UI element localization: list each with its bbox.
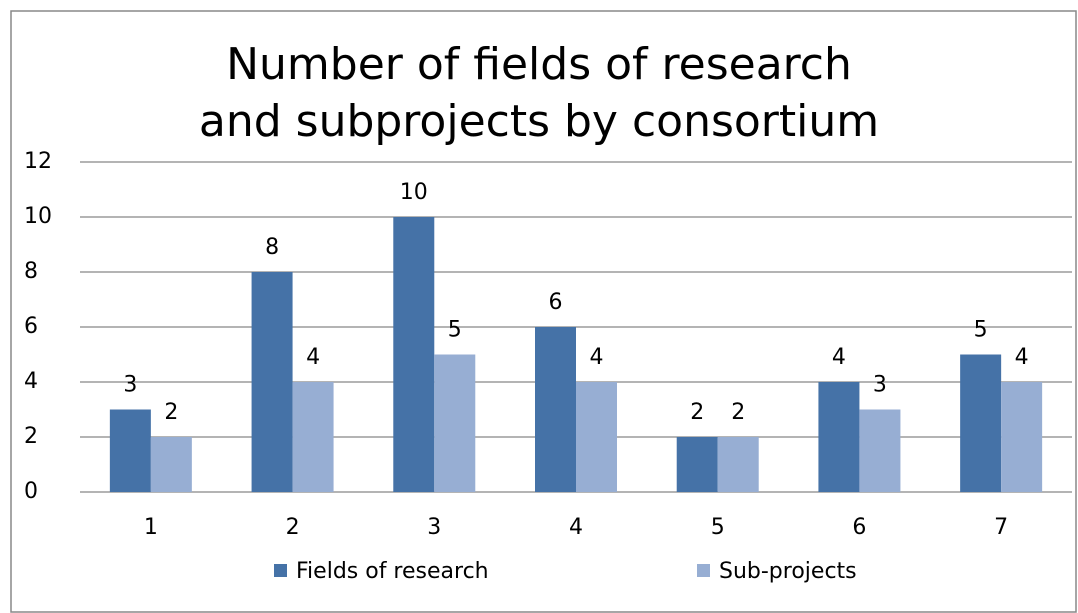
data-label: 4 bbox=[1015, 345, 1029, 370]
legend-swatch bbox=[697, 564, 710, 577]
data-label: 2 bbox=[731, 400, 745, 425]
x-tick-label: 1 bbox=[144, 515, 158, 540]
x-tick-label: 4 bbox=[569, 515, 583, 540]
y-tick-label: 2 bbox=[24, 424, 38, 449]
data-label: 2 bbox=[164, 400, 178, 425]
y-tick-label: 12 bbox=[24, 149, 52, 174]
bar bbox=[960, 354, 1002, 492]
bar bbox=[150, 437, 192, 492]
data-label: 5 bbox=[974, 318, 988, 343]
x-tick-label: 7 bbox=[994, 515, 1008, 540]
chart-frame bbox=[10, 10, 1077, 613]
bar bbox=[251, 272, 293, 492]
bar bbox=[818, 382, 860, 492]
bar bbox=[1001, 382, 1043, 492]
data-label: 4 bbox=[590, 345, 604, 370]
bar bbox=[676, 437, 718, 492]
data-label: 6 bbox=[549, 290, 563, 315]
legend-swatch bbox=[274, 564, 287, 577]
data-label: 8 bbox=[265, 235, 279, 260]
bar bbox=[109, 409, 151, 492]
bar bbox=[292, 382, 334, 492]
y-tick-label: 0 bbox=[24, 479, 38, 504]
bar bbox=[576, 382, 617, 492]
bar bbox=[393, 217, 435, 492]
data-label: 2 bbox=[690, 400, 704, 425]
data-label: 4 bbox=[306, 345, 320, 370]
data-label: 5 bbox=[448, 318, 462, 343]
chart-title: Number of fields of research and subproj… bbox=[198, 39, 880, 147]
bar bbox=[535, 327, 576, 492]
data-label: 4 bbox=[832, 345, 846, 370]
data-label: 3 bbox=[873, 373, 887, 398]
x-tick-label: 2 bbox=[286, 515, 300, 540]
y-tick-label: 4 bbox=[24, 369, 38, 394]
bar bbox=[434, 354, 476, 492]
data-label: 10 bbox=[400, 180, 428, 205]
x-tick-label: 6 bbox=[852, 515, 866, 540]
legend-label: Fields of research bbox=[296, 559, 489, 584]
data-label: 3 bbox=[123, 373, 137, 398]
y-tick-label: 10 bbox=[24, 204, 52, 229]
x-tick-label: 3 bbox=[427, 515, 441, 540]
legend-label: Sub-projects bbox=[719, 559, 857, 584]
y-tick-label: 8 bbox=[24, 259, 38, 284]
bar bbox=[717, 437, 759, 492]
x-tick-label: 5 bbox=[711, 515, 725, 540]
y-tick-label: 6 bbox=[24, 314, 38, 339]
bar bbox=[859, 409, 901, 492]
